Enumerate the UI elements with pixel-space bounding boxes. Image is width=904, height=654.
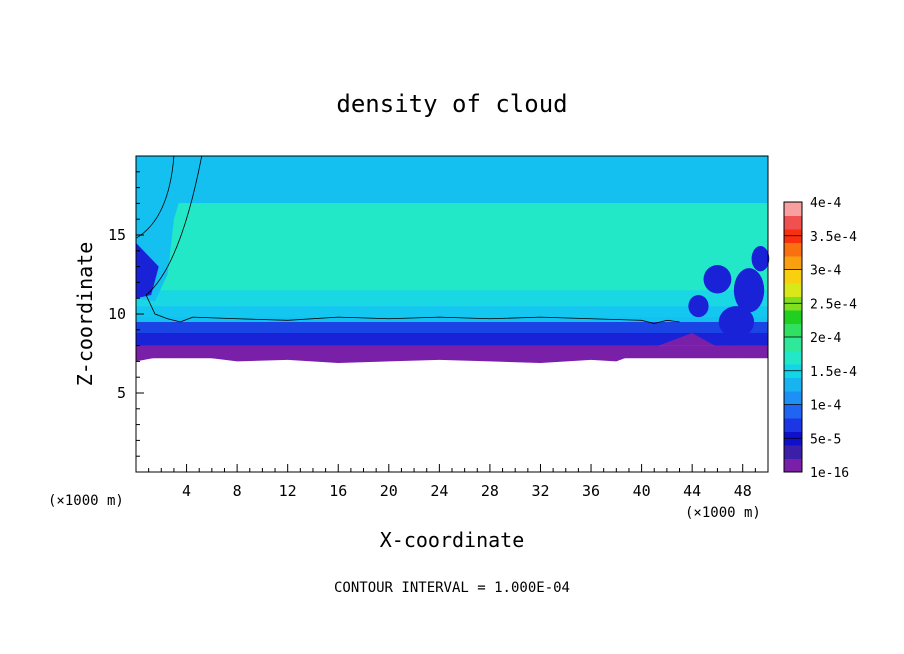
y-axis: 5 10 15 [108, 171, 144, 457]
colorbar-swatch [784, 323, 802, 338]
field-transition-lower [136, 306, 768, 318]
colorbar-swatch [784, 310, 802, 324]
colorbar-swatch [784, 283, 802, 297]
right-turbulence-blob-1 [733, 268, 765, 313]
field-transition-deep [136, 321, 768, 333]
x-tick-label: 8 [233, 482, 242, 500]
colorbar-swatch [784, 391, 802, 405]
right-turbulence-blob-4 [751, 246, 770, 272]
colorbar: 1e-16 5e-5 1e-4 1.5e-4 2e-4 2.5e-4 3e-4 3.5e-4 4… [783, 196, 857, 481]
colorbar-swatch [784, 269, 802, 284]
cloud-base-edge [136, 332, 768, 363]
x-tick-label: 40 [633, 482, 651, 500]
x-axis-label: X-coordinate [380, 528, 525, 552]
left-plume-deep [136, 242, 159, 299]
right-turbulence-blob-0 [703, 265, 732, 294]
field-band-4 [136, 203, 768, 307]
colorbar-label: 3.5e-4 [810, 230, 857, 245]
colorbar-swatch [784, 215, 802, 230]
x-tick-label: 24 [430, 482, 448, 500]
colorbar-label: 2.5e-4 [810, 297, 857, 312]
x-tick-label: 12 [279, 482, 297, 500]
chart-title: density of cloud [336, 90, 567, 118]
y-axis-label: Z-coordinate [73, 242, 97, 387]
y-tick-label: 15 [108, 226, 126, 244]
plot-area [135, 155, 770, 473]
colorbar-label: 1e-16 [810, 466, 849, 481]
colorbar-label: 5e-5 [810, 432, 841, 447]
contour-line-main [145, 294, 680, 324]
colorbar-label: 1e-4 [810, 399, 841, 414]
right-turbulence-blob-2 [688, 295, 709, 318]
field-transition-mid [136, 290, 768, 307]
x-tick-label: 20 [380, 482, 398, 500]
x-unit-label-right: (×1000 m) [685, 505, 761, 521]
colorbar-swatch [784, 418, 802, 432]
x-tick-label: 48 [734, 482, 752, 500]
colorbar-swatch [784, 256, 802, 270]
x-axis: 4 8 12 16 20 24 28 32 36 40 44 48 [148, 464, 756, 500]
colorbar-label: 3e-4 [810, 264, 841, 279]
colorbar-label: 1.5e-4 [810, 365, 857, 380]
x-tick-label: 16 [329, 482, 347, 500]
colorbar-swatch [784, 377, 802, 392]
colorbar-swatch [784, 350, 802, 365]
colorbar-swatch [784, 404, 802, 419]
colorbar-swatch [784, 202, 802, 216]
colorbar-swatch [784, 242, 802, 257]
y-tick-label: 10 [108, 305, 126, 323]
x-tick-label: 4 [182, 482, 191, 500]
colorbar-swatch [784, 458, 802, 473]
colorbar-swatch [784, 445, 802, 459]
contour-line-left-outer [145, 155, 203, 296]
colorbar-swatch [784, 337, 802, 351]
x-tick-label: 36 [582, 482, 600, 500]
x-tick-label: 32 [531, 482, 549, 500]
y-tick-label: 5 [117, 384, 126, 402]
colorbar-label: 2e-4 [810, 331, 841, 346]
x-tick-label: 28 [481, 482, 499, 500]
right-turbulence-blob-3 [718, 306, 755, 338]
colorbar-label: 4e-4 [810, 196, 841, 211]
contour-line-left-inner [135, 155, 175, 239]
x-unit-label-left: (×1000 m) [48, 493, 124, 509]
contour-interval-note: CONTOUR INTERVAL = 1.000E-04 [334, 580, 570, 596]
field-band-5 [136, 156, 768, 204]
x-tick-label: 44 [683, 482, 701, 500]
